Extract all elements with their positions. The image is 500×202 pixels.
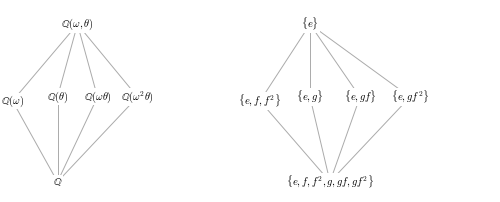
Text: $\{e, gf\}$: $\{e, gf\}$	[344, 89, 376, 105]
Text: $\{e, gf^2\}$: $\{e, gf^2\}$	[391, 89, 429, 105]
Text: $\mathbb{Q}(\omega^2\theta)$: $\mathbb{Q}(\omega^2\theta)$	[121, 89, 154, 105]
Text: $\{e, f, f^2, g, gf, gf^2\}$: $\{e, f, f^2, g, gf, gf^2\}$	[286, 174, 374, 190]
Text: $\mathbb{Q}(\theta)$: $\mathbb{Q}(\theta)$	[47, 89, 68, 105]
Text: $\mathbb{Q}(\omega)$: $\mathbb{Q}(\omega)$	[1, 93, 24, 109]
Text: $\mathbb{Q}(\omega\theta)$: $\mathbb{Q}(\omega\theta)$	[84, 89, 112, 105]
Text: $\{e, f, f^2\}$: $\{e, f, f^2\}$	[238, 93, 282, 109]
Text: $\{e\}$: $\{e\}$	[301, 16, 319, 33]
Text: $\mathbb{Q}(\omega, \theta)$: $\mathbb{Q}(\omega, \theta)$	[61, 17, 94, 32]
Text: $\mathbb{Q}$: $\mathbb{Q}$	[53, 176, 62, 188]
Text: $\{e, g\}$: $\{e, g\}$	[296, 89, 324, 105]
